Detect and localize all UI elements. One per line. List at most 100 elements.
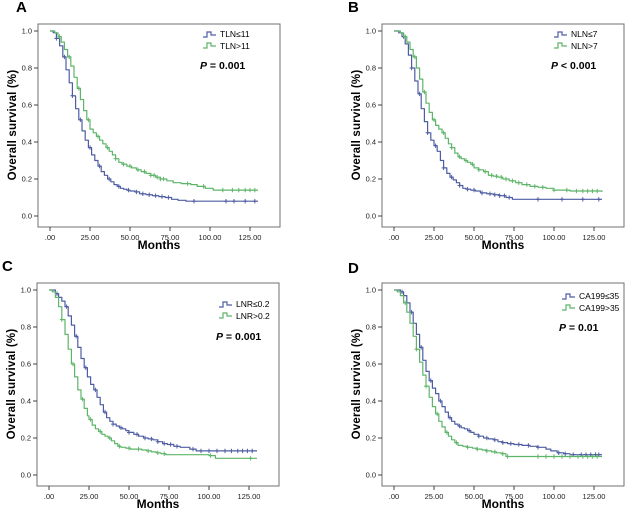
km-curve-blue [49, 289, 257, 452]
legend-label: NLN>7 [571, 40, 598, 51]
p-symbol: P [551, 60, 559, 72]
x-axis-title: Months [137, 238, 181, 252]
x-axis-title: Months [481, 497, 525, 511]
km-curve-blue [394, 289, 602, 456]
svg-text:0.0: 0.0 [366, 212, 376, 221]
svg-text:0.8: 0.8 [366, 64, 376, 73]
km-curve-green [50, 30, 258, 191]
km-curve-blue [50, 30, 258, 202]
legend-item: LNR≤0.2 [218, 299, 270, 310]
legend-label: CA199≤35 [579, 291, 620, 301]
p-symbol: P [559, 322, 567, 334]
svg-text:.00: .00 [45, 233, 55, 242]
x-axis-title: Months [136, 497, 180, 511]
km-plot-b: .00 25.00 50.00 75.00 100.00 125.00 0.0 0.2 0.4 0… [366, 23, 625, 242]
svg-text:0.8: 0.8 [366, 323, 376, 332]
svg-text:0.2: 0.2 [366, 434, 376, 443]
x-axis-title: Months [481, 238, 525, 252]
svg-text:0.2: 0.2 [366, 175, 376, 184]
panel-a: A Overall survival (%) .00 25.00 50.00 75.0… [0, 0, 318, 260]
svg-text:100.00: 100.00 [199, 233, 222, 242]
svg-text:75.00: 75.00 [505, 492, 524, 501]
svg-text:100.00: 100.00 [543, 492, 566, 501]
panel-label-a: A [16, 0, 27, 16]
legend-item: NLN>7 [553, 41, 598, 52]
legend-item: CA199≤35 [561, 291, 619, 302]
legend-item: LNR>0.2 [218, 311, 270, 322]
legend-b: NLN≤7 NLN>7 [553, 29, 598, 51]
svg-text:1.0: 1.0 [366, 286, 376, 295]
p-symbol: P [216, 331, 224, 343]
svg-text:0.0: 0.0 [22, 212, 32, 221]
svg-text:50.00: 50.00 [120, 492, 139, 501]
step-line-icon [219, 301, 232, 308]
svg-text:125.00: 125.00 [238, 492, 261, 501]
p-value-c: P = 0.001 [216, 331, 261, 343]
km-plot-a: .00 25.00 50.00 75.00 100.00 125.00 0.0 0.2 0.4 0… [22, 23, 281, 242]
svg-text:0.8: 0.8 [22, 64, 32, 73]
panel-d: D Overall survival (%) .00 25.00 50.00 75.0… [318, 259, 636, 519]
panel-label-b: B [348, 0, 359, 16]
p-value-d: P = 0.01 [559, 322, 598, 334]
step-line-icon [203, 42, 216, 50]
km-plot-d: .00 25.00 50.00 75.00 100.00 125.00 0.0 0.2 0.4 0… [366, 282, 625, 501]
step-line-icon [554, 42, 567, 50]
svg-text:0.0: 0.0 [21, 471, 31, 480]
panel-label-c: C [2, 258, 13, 275]
svg-text:100.00: 100.00 [543, 233, 566, 242]
km-curve-green [394, 30, 603, 192]
svg-text:1.0: 1.0 [366, 27, 376, 36]
p-number: < 0.001 [558, 60, 597, 72]
svg-text:50.00: 50.00 [465, 492, 484, 501]
legend-c: LNR≤0.2 LNR>0.2 [218, 299, 270, 321]
legend-label: CA199>35 [579, 302, 620, 313]
svg-text:25.00: 25.00 [81, 233, 100, 242]
km-plot-c: .00 25.00 50.00 75.00 100.00 125.00 0.0 0.2 0.4 0… [21, 282, 280, 501]
svg-text:50.00: 50.00 [465, 233, 484, 242]
svg-text:125.00: 125.00 [583, 492, 606, 501]
svg-text:0.4: 0.4 [22, 138, 32, 147]
p-value-a: P = 0.001 [200, 60, 245, 72]
svg-text:50.00: 50.00 [121, 233, 140, 242]
panel-c: C Overall survival (%) .00 25.00 50.00 75.0… [0, 259, 318, 519]
legend-a: TLN≤11 TLN>11 [202, 29, 250, 51]
svg-text:125.00: 125.00 [239, 233, 262, 242]
legend-label: LNR≤0.2 [236, 299, 270, 309]
svg-text:75.00: 75.00 [161, 233, 180, 242]
step-line-icon [562, 304, 575, 312]
legend-label: LNR>0.2 [236, 310, 270, 321]
svg-text:1.0: 1.0 [22, 27, 32, 36]
p-number: = 0.001 [207, 60, 246, 72]
svg-text:25.00: 25.00 [80, 492, 99, 501]
svg-text:25.00: 25.00 [425, 233, 444, 242]
step-line-icon [562, 293, 575, 300]
svg-text:75.00: 75.00 [160, 492, 179, 501]
svg-text:0.6: 0.6 [366, 101, 376, 110]
km-curve-green [394, 289, 602, 458]
svg-text:0.8: 0.8 [21, 323, 31, 332]
svg-text:0.4: 0.4 [366, 138, 376, 147]
svg-text:0.6: 0.6 [366, 360, 376, 369]
svg-text:125.00: 125.00 [583, 233, 606, 242]
svg-text:75.00: 75.00 [505, 233, 524, 242]
legend-item: TLN≤11 [202, 29, 250, 40]
svg-text:0.6: 0.6 [21, 360, 31, 369]
legend-label: TLN≤11 [220, 29, 250, 39]
legend-item: NLN≤7 [553, 29, 598, 40]
p-symbol: P [200, 60, 208, 72]
panel-label-d: D [348, 260, 359, 277]
legend-d: CA199≤35 CA199>35 [561, 291, 619, 313]
p-number: = 0.01 [566, 322, 599, 334]
panel-b: B Overall survival (%) .00 25.00 50.00 75.0… [318, 0, 636, 260]
step-line-icon [219, 312, 232, 320]
step-line-icon [203, 31, 216, 38]
p-value-b: P < 0.001 [551, 60, 596, 72]
svg-text:0.0: 0.0 [366, 471, 376, 480]
svg-text:0.6: 0.6 [22, 101, 32, 110]
svg-text:0.2: 0.2 [21, 434, 31, 443]
svg-text:1.0: 1.0 [21, 286, 31, 295]
svg-text:.00: .00 [44, 492, 54, 501]
svg-text:.00: .00 [389, 233, 399, 242]
legend-label: TLN>11 [220, 40, 250, 51]
